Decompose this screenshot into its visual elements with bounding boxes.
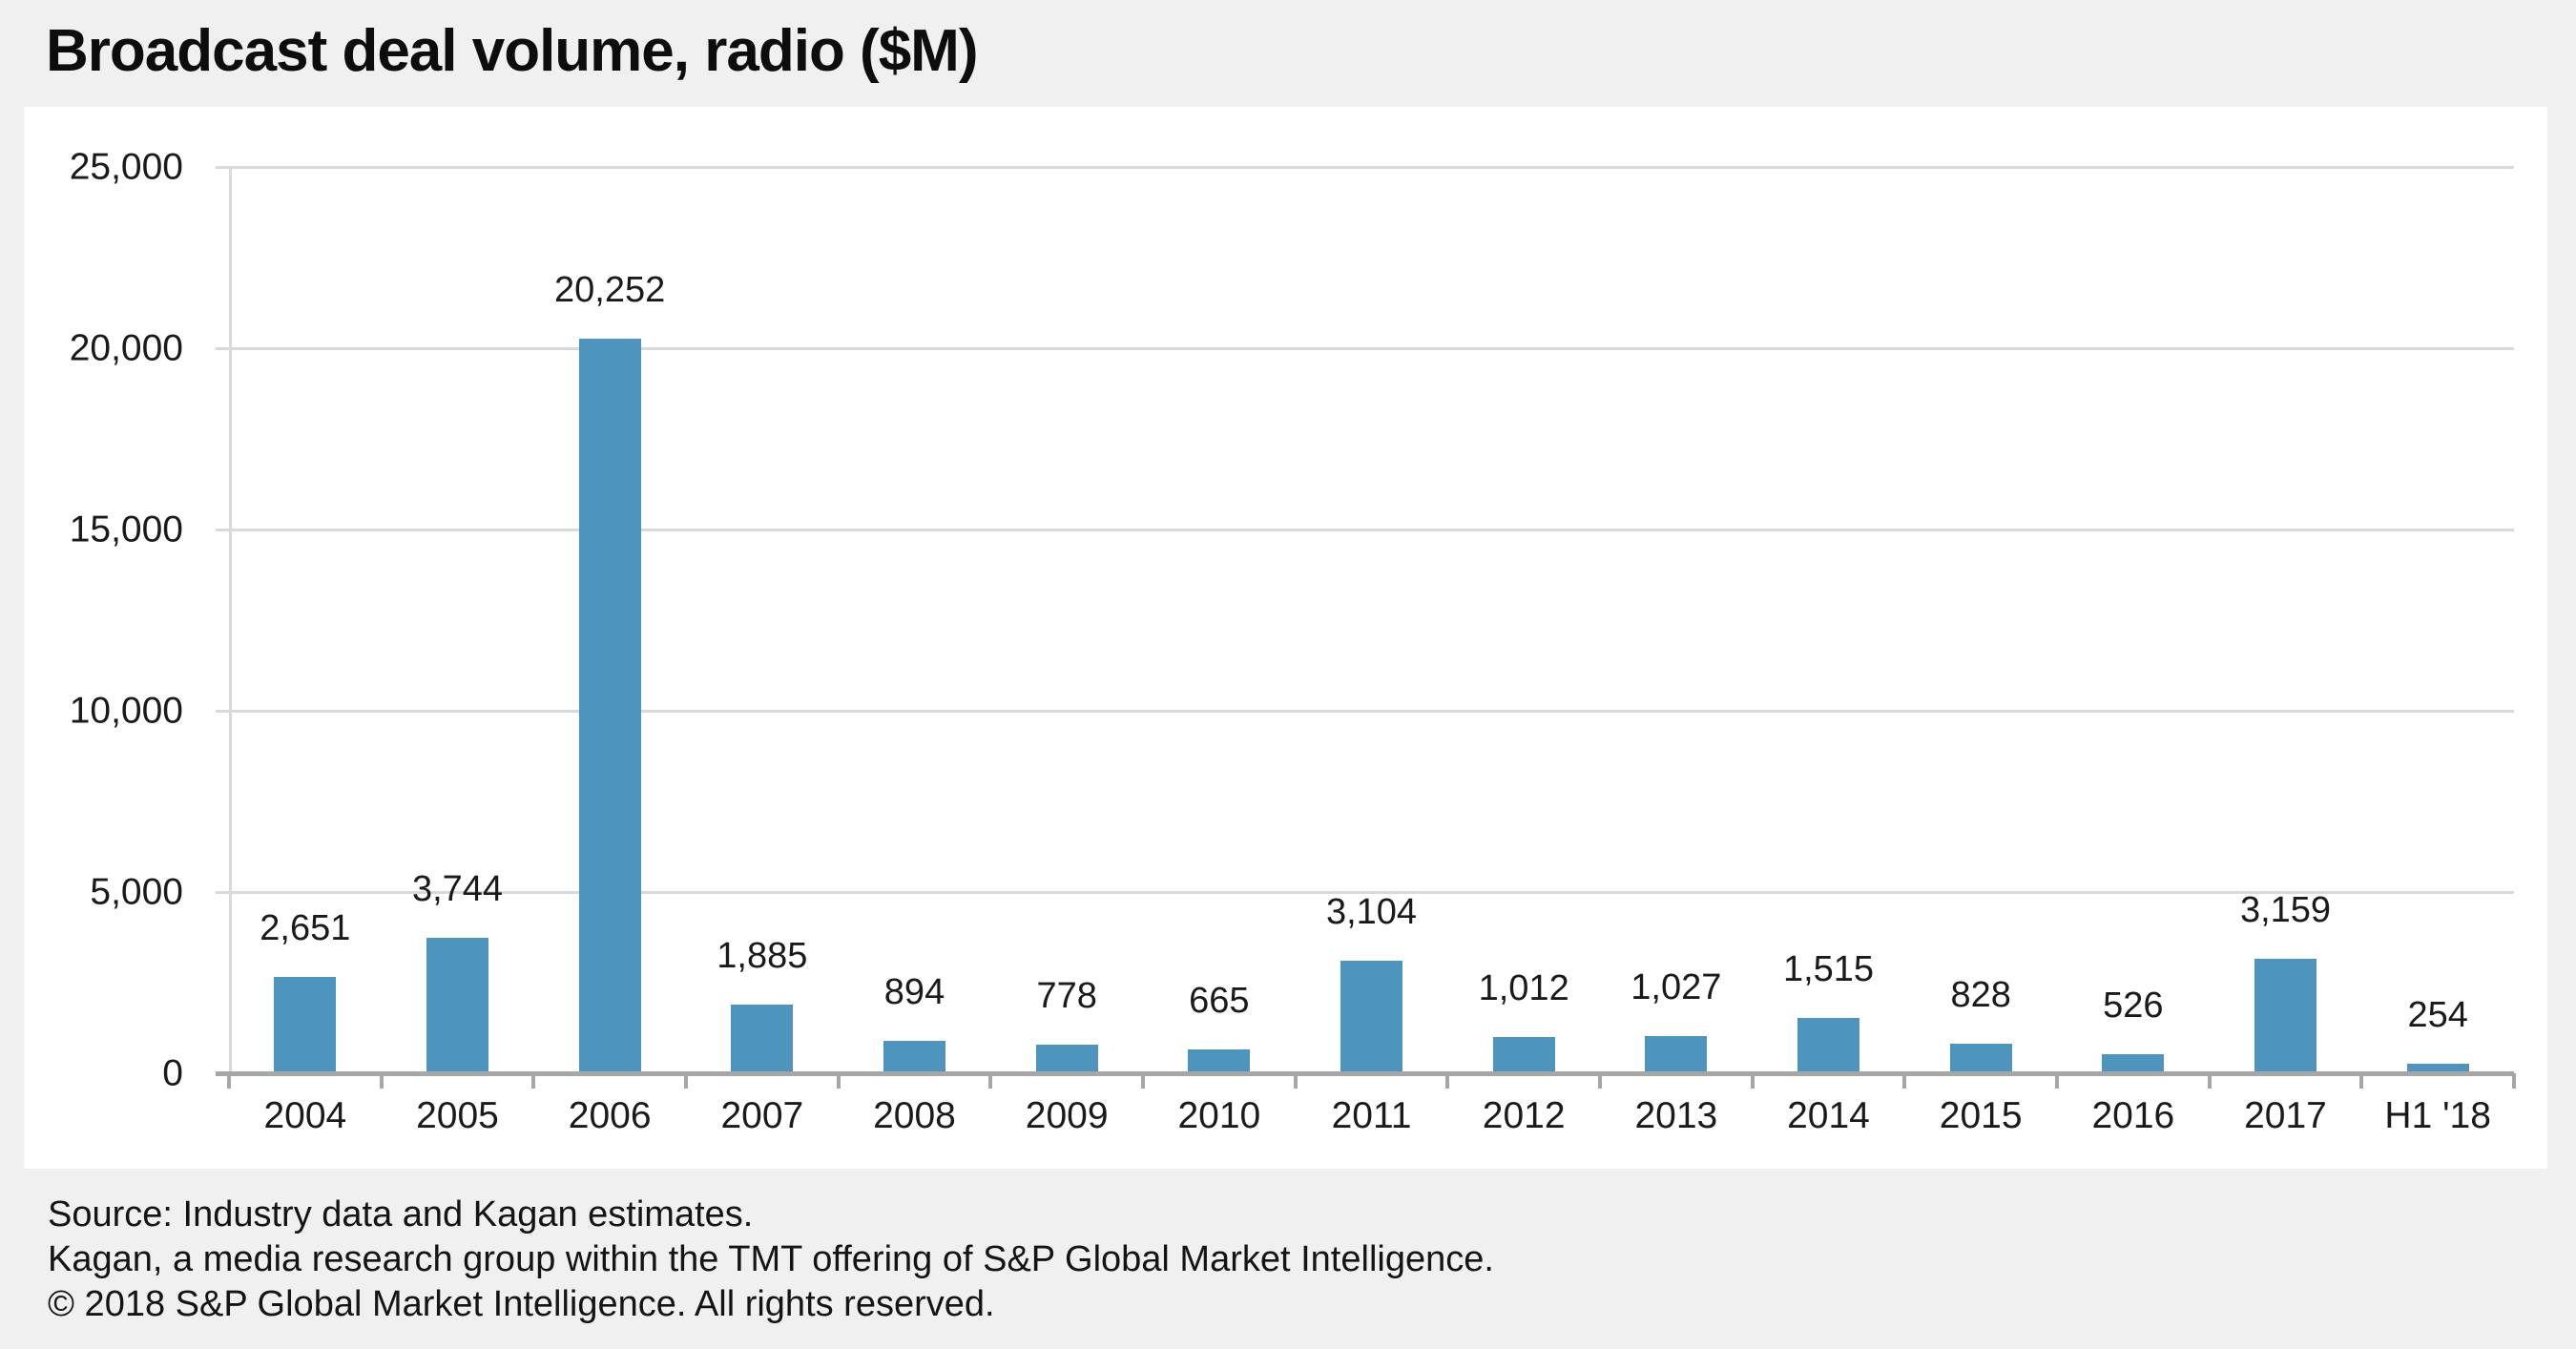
copyright-line: © 2018 S&P Global Market Intelligence. A…	[48, 1284, 995, 1324]
x-tick-label-2009: 2009	[1025, 1095, 1109, 1136]
gridline-15000	[216, 529, 2514, 531]
x-tick-label-2008: 2008	[873, 1095, 956, 1136]
x-tick-mark	[1598, 1073, 1602, 1089]
value-label-2009: 778	[1036, 976, 1097, 1016]
y-axis-line	[229, 167, 232, 1073]
x-tick-label-2011: 2011	[1331, 1095, 1412, 1136]
x-tick-mark	[2359, 1073, 2364, 1089]
x-tick-label-2015: 2015	[1939, 1095, 2023, 1136]
bar-2015	[1949, 1044, 2012, 1073]
value-label-2015: 828	[1950, 975, 2011, 1015]
x-tick-mark	[2207, 1073, 2212, 1089]
bar-2014	[1797, 1018, 1859, 1073]
value-label-2017: 3,159	[2239, 890, 2332, 930]
x-tick-mark	[379, 1073, 384, 1089]
x-tick-mark	[684, 1073, 688, 1089]
bar-2012	[1492, 1037, 1555, 1073]
value-label-2011: 3,104	[1325, 892, 1418, 932]
bar-2009	[1035, 1045, 1098, 1073]
value-label-H1 '18: 254	[2407, 995, 2468, 1035]
x-tick-label-2014: 2014	[1787, 1095, 1870, 1136]
x-tick-mark	[531, 1073, 536, 1089]
x-tick-label-2012: 2012	[1482, 1095, 1566, 1136]
value-label-2007: 1,885	[717, 936, 808, 976]
x-tick-mark	[988, 1073, 993, 1089]
bar-H1 '18	[2406, 1064, 2469, 1073]
x-tick-mark	[1141, 1073, 1145, 1089]
bar-2004	[274, 977, 337, 1073]
x-tick-mark	[1750, 1073, 1755, 1089]
source-note: Source: Industry data and Kagan estimate…	[48, 1193, 1494, 1327]
bar-2013	[1645, 1036, 1708, 1073]
x-tick-mark	[227, 1073, 231, 1089]
gridline-20000	[216, 347, 2514, 350]
x-axis-line	[216, 1071, 2514, 1076]
x-tick-mark	[1445, 1073, 1450, 1089]
bar-2005	[426, 938, 488, 1073]
x-tick-mark	[836, 1073, 841, 1089]
bar-2017	[2254, 959, 2316, 1073]
y-tick-label: 15,000	[69, 508, 183, 550]
x-tick-label-2016: 2016	[2091, 1095, 2175, 1136]
x-tick-label-2006: 2006	[568, 1095, 652, 1136]
x-tick-mark	[2512, 1073, 2516, 1089]
bar-2016	[2102, 1054, 2165, 1073]
value-label-2014: 1,515	[1782, 949, 1875, 989]
bar-2008	[883, 1041, 945, 1073]
y-tick-label: 25,000	[69, 146, 183, 188]
x-tick-label-2005: 2005	[416, 1095, 499, 1136]
source-line: Source: Industry data and Kagan estimate…	[48, 1194, 754, 1235]
value-label-2012: 1,012	[1478, 968, 1569, 1008]
gridline-5000	[216, 891, 2514, 894]
gridline-10000	[216, 710, 2514, 713]
value-label-2005: 3,744	[411, 869, 504, 909]
y-tick-label: 10,000	[69, 690, 183, 732]
x-tick-label-2004: 2004	[263, 1095, 347, 1136]
value-label-2010: 665	[1189, 981, 1250, 1021]
x-tick-mark	[1293, 1073, 1298, 1089]
bar-2011	[1340, 961, 1402, 1073]
bar-2010	[1188, 1049, 1251, 1073]
x-tick-mark	[2055, 1073, 2059, 1089]
gridline-25000	[216, 166, 2514, 169]
x-tick-label-2010: 2010	[1177, 1095, 1261, 1136]
value-label-2013: 1,027	[1631, 967, 1722, 1007]
x-tick-label-2013: 2013	[1634, 1095, 1718, 1136]
y-tick-label: 0	[162, 1052, 183, 1094]
y-tick-label: 20,000	[69, 327, 183, 369]
x-tick-label-2017: 2017	[2244, 1095, 2327, 1136]
value-label-2006: 20,252	[554, 270, 666, 310]
value-label-2008: 894	[883, 972, 945, 1012]
x-tick-label-H1 '18: H1 '18	[2384, 1095, 2491, 1136]
chart-title: Broadcast deal volume, radio ($M)	[46, 18, 978, 84]
value-label-2016: 526	[2103, 986, 2164, 1026]
bar-2007	[731, 1005, 794, 1073]
bar-2006	[578, 339, 641, 1073]
x-tick-mark	[1902, 1073, 1907, 1089]
attribution-line: Kagan, a media research group within the…	[48, 1239, 1494, 1279]
y-tick-label: 5,000	[90, 871, 183, 913]
value-label-2004: 2,651	[260, 908, 351, 948]
x-tick-label-2007: 2007	[720, 1095, 804, 1136]
